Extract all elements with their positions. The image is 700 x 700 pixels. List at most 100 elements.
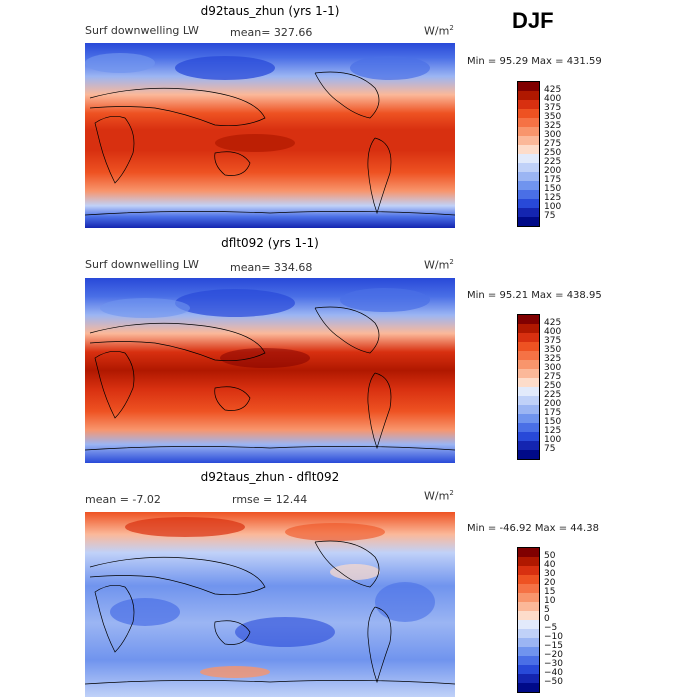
colorbar-label: 300	[544, 363, 562, 373]
panel2-mean: mean= 334.68	[230, 261, 313, 274]
colorbar-swatch	[518, 674, 539, 683]
colorbar-swatch	[518, 127, 539, 136]
colorbar-swatch	[518, 109, 539, 118]
colorbar-swatch	[518, 378, 539, 387]
colorbar-label: 325	[544, 354, 562, 364]
colorbar-label: −40	[544, 668, 563, 678]
colorbar-swatch	[518, 620, 539, 629]
panel2-minmax: Min = 95.21 Max = 438.95	[467, 290, 602, 301]
colorbar-label: 30	[544, 569, 556, 579]
colorbar-label: 100	[544, 202, 562, 212]
colorbar-label: −30	[544, 659, 563, 669]
colorbar-swatch	[518, 557, 539, 566]
colorbar-label: 425	[544, 318, 562, 328]
colorbar-label: 125	[544, 426, 562, 436]
colorbar-label: −15	[544, 641, 563, 651]
colorbar-label: 375	[544, 103, 562, 113]
colorbar-swatch	[518, 333, 539, 342]
colorbar-swatch	[518, 566, 539, 575]
panel2-units: W/m2	[424, 258, 454, 272]
colorbar-swatch	[518, 172, 539, 181]
colorbar-swatch	[518, 414, 539, 423]
panel3-map-svg	[85, 512, 455, 697]
colorbar-swatch	[518, 163, 539, 172]
colorbar-label: 200	[544, 399, 562, 409]
colorbar-swatch	[518, 441, 539, 450]
colorbar-label: 350	[544, 345, 562, 355]
colorbar-label: 425	[544, 85, 562, 95]
panel2-coastlines	[85, 306, 455, 451]
panel3-rmse: rmse = 12.44	[232, 493, 308, 506]
colorbar-label: 250	[544, 148, 562, 158]
colorbar-label: 20	[544, 578, 556, 588]
colorbar-swatch	[518, 100, 539, 109]
panel1-units: W/m2	[424, 24, 454, 38]
colorbar-label: 225	[544, 157, 562, 167]
colorbar-swatch	[518, 208, 539, 217]
panel1-variable: Surf downwelling LW	[85, 24, 199, 37]
colorbar-swatch	[518, 575, 539, 584]
colorbar-swatch	[518, 548, 539, 557]
panel3-coastlines	[85, 540, 455, 685]
colorbar-label: −10	[544, 632, 563, 642]
colorbar-label: 5	[544, 605, 550, 615]
colorbar-swatch	[518, 369, 539, 378]
colorbar-swatch	[518, 154, 539, 163]
panel3-units: W/m2	[424, 489, 454, 503]
colorbar-label: 400	[544, 327, 562, 337]
colorbar-swatch	[518, 584, 539, 593]
colorbar-label: 400	[544, 94, 562, 104]
colorbar-label: 325	[544, 121, 562, 131]
panel2-title: dflt092 (yrs 1-1)	[221, 236, 319, 250]
colorbar-swatch	[518, 629, 539, 638]
colorbar-swatch	[518, 190, 539, 199]
colorbar-label: 350	[544, 112, 562, 122]
colorbar-swatch	[518, 396, 539, 405]
colorbar-swatch	[518, 136, 539, 145]
colorbar-label: 0	[544, 614, 550, 624]
panel2-colorbar	[517, 314, 540, 460]
colorbar-swatch	[518, 593, 539, 602]
colorbar-swatch	[518, 432, 539, 441]
colorbar-swatch	[518, 82, 539, 91]
panel1-colorbar	[517, 81, 540, 227]
panel1-minmax: Min = 95.29 Max = 431.59	[467, 56, 602, 67]
colorbar-swatch	[518, 199, 539, 208]
colorbar-label: 125	[544, 193, 562, 203]
colorbar-label: 275	[544, 372, 562, 382]
colorbar-swatch	[518, 638, 539, 647]
colorbar-label: 175	[544, 408, 562, 418]
panel3-colorbar	[517, 547, 540, 693]
panel1-map	[85, 43, 455, 228]
colorbar-swatch	[518, 450, 539, 459]
colorbar-swatch	[518, 647, 539, 656]
season-label: DJF	[512, 8, 554, 33]
colorbar-swatch	[518, 91, 539, 100]
colorbar-label: 300	[544, 130, 562, 140]
panel2-variable: Surf downwelling LW	[85, 258, 199, 271]
colorbar-label: 150	[544, 417, 562, 427]
colorbar-label: 75	[544, 211, 556, 221]
colorbar-label: −20	[544, 650, 563, 660]
panel3-map	[85, 512, 455, 697]
panel1-map-svg	[85, 43, 455, 228]
panel3-mean: mean = -7.02	[85, 493, 161, 506]
colorbar-label: 15	[544, 587, 556, 597]
colorbar-swatch	[518, 315, 539, 324]
colorbar-swatch	[518, 342, 539, 351]
colorbar-swatch	[518, 665, 539, 674]
colorbar-label: −50	[544, 677, 563, 687]
colorbar-swatch	[518, 181, 539, 190]
panel1-mean: mean= 327.66	[230, 26, 313, 39]
colorbar-label: 150	[544, 184, 562, 194]
colorbar-swatch	[518, 217, 539, 226]
colorbar-label: 200	[544, 166, 562, 176]
colorbar-swatch	[518, 324, 539, 333]
colorbar-swatch	[518, 423, 539, 432]
colorbar-label: 50	[544, 551, 556, 561]
colorbar-label: −5	[544, 623, 558, 633]
colorbar-label: 175	[544, 175, 562, 185]
colorbar-swatch	[518, 656, 539, 665]
colorbar-label: 275	[544, 139, 562, 149]
colorbar-swatch	[518, 360, 539, 369]
